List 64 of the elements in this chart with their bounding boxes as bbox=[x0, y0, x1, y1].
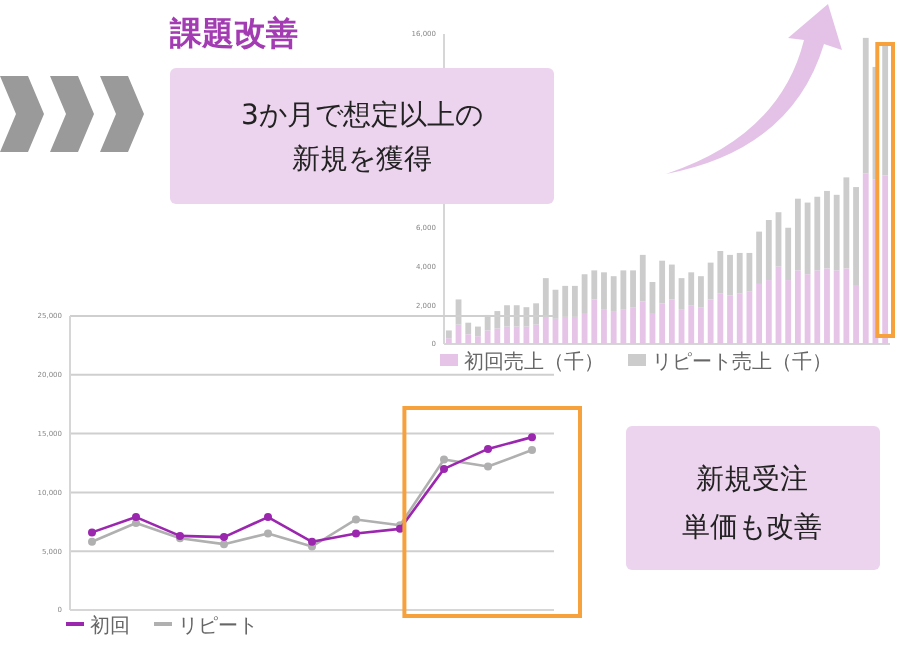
bar bbox=[785, 227, 792, 281]
bar bbox=[571, 285, 578, 317]
bar bbox=[668, 264, 675, 300]
bar bbox=[765, 280, 772, 344]
bar bbox=[698, 276, 704, 308]
bar bbox=[533, 324, 540, 344]
legend-label: リピート bbox=[178, 616, 258, 638]
bar bbox=[475, 326, 481, 337]
point bbox=[132, 513, 140, 522]
text: 新規受注単価も改善 bbox=[682, 464, 822, 544]
bar bbox=[601, 309, 607, 344]
bar bbox=[465, 322, 472, 335]
point bbox=[440, 464, 448, 473]
bar bbox=[475, 336, 481, 344]
bar bbox=[659, 303, 666, 344]
bar bbox=[504, 326, 510, 344]
bar bbox=[542, 316, 549, 344]
bar bbox=[765, 220, 772, 281]
legend-label: リピート売上（千） bbox=[652, 350, 832, 374]
text: 課題改善 bbox=[168, 14, 298, 52]
point bbox=[528, 446, 536, 455]
bar bbox=[756, 283, 763, 344]
point bbox=[220, 540, 228, 549]
point bbox=[528, 433, 536, 442]
bar bbox=[862, 173, 869, 344]
bar bbox=[727, 295, 733, 344]
bar bbox=[571, 316, 578, 344]
annotation: 3か月で想定以上の新規を獲得 bbox=[241, 100, 483, 176]
point bbox=[440, 455, 448, 464]
bar bbox=[630, 270, 636, 308]
bar bbox=[882, 175, 889, 344]
bar bbox=[639, 301, 646, 344]
point bbox=[352, 515, 360, 524]
bar bbox=[824, 268, 830, 344]
point bbox=[264, 529, 272, 538]
point bbox=[264, 513, 272, 522]
bar bbox=[853, 285, 859, 344]
bar bbox=[659, 260, 666, 304]
point bbox=[484, 462, 492, 471]
bar bbox=[630, 307, 636, 344]
bar bbox=[688, 305, 695, 344]
point bbox=[352, 529, 360, 538]
legend-label: 初回売上（千） bbox=[464, 350, 604, 374]
bar bbox=[698, 307, 704, 344]
bar bbox=[562, 316, 569, 344]
point bbox=[308, 537, 316, 546]
legend-label: 初回 bbox=[90, 614, 130, 638]
point bbox=[88, 537, 96, 546]
point bbox=[484, 444, 492, 453]
bar bbox=[794, 270, 801, 344]
bar bbox=[756, 231, 763, 284]
bar bbox=[601, 272, 607, 310]
bar bbox=[668, 299, 675, 344]
bar bbox=[639, 254, 646, 302]
point bbox=[88, 528, 96, 537]
bar bbox=[785, 280, 792, 344]
bar bbox=[824, 190, 830, 269]
bar bbox=[727, 254, 733, 296]
bar bbox=[853, 187, 859, 286]
point bbox=[220, 533, 228, 542]
bar bbox=[465, 334, 472, 344]
bar bbox=[445, 338, 452, 344]
bar bbox=[882, 43, 889, 176]
bar bbox=[794, 198, 801, 271]
